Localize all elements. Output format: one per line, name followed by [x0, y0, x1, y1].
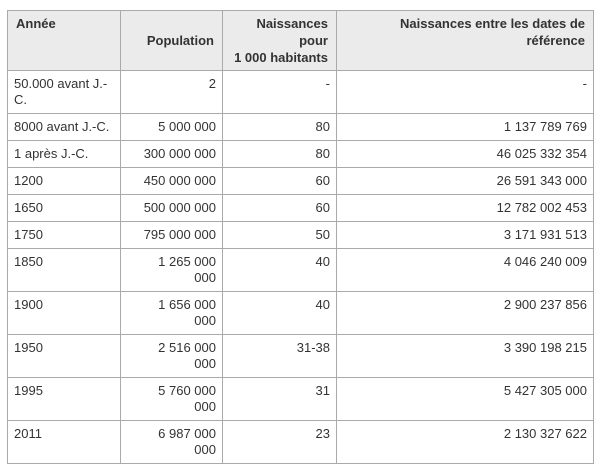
- table-header: Année Population Naissances pour 1 000 h…: [7, 10, 594, 71]
- cell-population: 2: [120, 70, 223, 114]
- cell-annee: 2011: [7, 420, 121, 464]
- cell-naissances-pour-1000: 80: [222, 113, 337, 141]
- cell-population: 795 000 000: [120, 221, 223, 249]
- cell-naissances-pour-1000: 60: [222, 167, 337, 195]
- cell-population: 500 000 000: [120, 194, 223, 222]
- cell-naissances-pour-1000: 40: [222, 291, 337, 335]
- cell-naissances-entre-dates: 26 591 343 000: [336, 167, 594, 195]
- cell-naissances-pour-1000: 60: [222, 194, 337, 222]
- cell-naissances-entre-dates: 12 782 002 453: [336, 194, 594, 222]
- cell-population: 6 987 000 000: [120, 420, 223, 464]
- cell-annee: 1 après J.-C.: [7, 140, 121, 168]
- table-row: 1995 5 760 000 000 31 5 427 305 000: [7, 377, 594, 421]
- cell-naissances-entre-dates: 5 427 305 000: [336, 377, 594, 421]
- cell-naissances-pour-1000: 31-38: [222, 334, 337, 378]
- cell-annee: 1750: [7, 221, 121, 249]
- cell-naissances-entre-dates: 3 171 931 513: [336, 221, 594, 249]
- cell-naissances-pour-1000: 31: [222, 377, 337, 421]
- cell-naissances-entre-dates: 2 900 237 856: [336, 291, 594, 335]
- table-body: 50.000 avant J.-C. 2 - - 8000 avant J.-C…: [7, 70, 594, 464]
- cell-annee: 8000 avant J.-C.: [7, 113, 121, 141]
- cell-naissances-pour-1000: 80: [222, 140, 337, 168]
- table-row: 1900 1 656 000 000 40 2 900 237 856: [7, 291, 594, 335]
- cell-population: 450 000 000: [120, 167, 223, 195]
- table-row: 8000 avant J.-C. 5 000 000 80 1 137 789 …: [7, 113, 594, 141]
- table-row: 50.000 avant J.-C. 2 - -: [7, 70, 594, 114]
- table-row: 1650 500 000 000 60 12 782 002 453: [7, 194, 594, 222]
- col-header-naissances-pour-1000: Naissances pour 1 000 habitants: [222, 10, 337, 71]
- cell-naissances-entre-dates: -: [336, 70, 594, 114]
- cell-naissances-entre-dates: 1 137 789 769: [336, 113, 594, 141]
- cell-naissances-pour-1000: -: [222, 70, 337, 114]
- cell-naissances-pour-1000: 23: [222, 420, 337, 464]
- cell-annee: 1650: [7, 194, 121, 222]
- cell-naissances-entre-dates: 46 025 332 354: [336, 140, 594, 168]
- cell-naissances-entre-dates: 2 130 327 622: [336, 420, 594, 464]
- col-header-naissances-entre-dates: Naissances entre les dates de référence: [336, 10, 594, 71]
- cell-naissances-entre-dates: 4 046 240 009: [336, 248, 594, 292]
- cell-population: 300 000 000: [120, 140, 223, 168]
- col-header-population: Population: [120, 10, 223, 71]
- cell-population: 5 000 000: [120, 113, 223, 141]
- cell-annee: 1950: [7, 334, 121, 378]
- table-row: 1750 795 000 000 50 3 171 931 513: [7, 221, 594, 249]
- col-header-annee: Année: [7, 10, 121, 71]
- cell-naissances-pour-1000: 50: [222, 221, 337, 249]
- population-table: Année Population Naissances pour 1 000 h…: [7, 10, 594, 464]
- cell-naissances-pour-1000: 40: [222, 248, 337, 292]
- table-row: 2011 6 987 000 000 23 2 130 327 622: [7, 420, 594, 464]
- table-row: 1 après J.-C. 300 000 000 80 46 025 332 …: [7, 140, 594, 168]
- cell-population: 2 516 000 000: [120, 334, 223, 378]
- table-row: 1850 1 265 000 000 40 4 046 240 009: [7, 248, 594, 292]
- cell-population: 1 656 000 000: [120, 291, 223, 335]
- cell-annee: 1995: [7, 377, 121, 421]
- header-row: Année Population Naissances pour 1 000 h…: [7, 10, 594, 71]
- cell-naissances-entre-dates: 3 390 198 215: [336, 334, 594, 378]
- table-row: 1950 2 516 000 000 31-38 3 390 198 215: [7, 334, 594, 378]
- cell-annee: 1850: [7, 248, 121, 292]
- cell-annee: 50.000 avant J.-C.: [7, 70, 121, 114]
- table-row: 1200 450 000 000 60 26 591 343 000: [7, 167, 594, 195]
- cell-annee: 1200: [7, 167, 121, 195]
- cell-population: 1 265 000 000: [120, 248, 223, 292]
- cell-population: 5 760 000 000: [120, 377, 223, 421]
- cell-annee: 1900: [7, 291, 121, 335]
